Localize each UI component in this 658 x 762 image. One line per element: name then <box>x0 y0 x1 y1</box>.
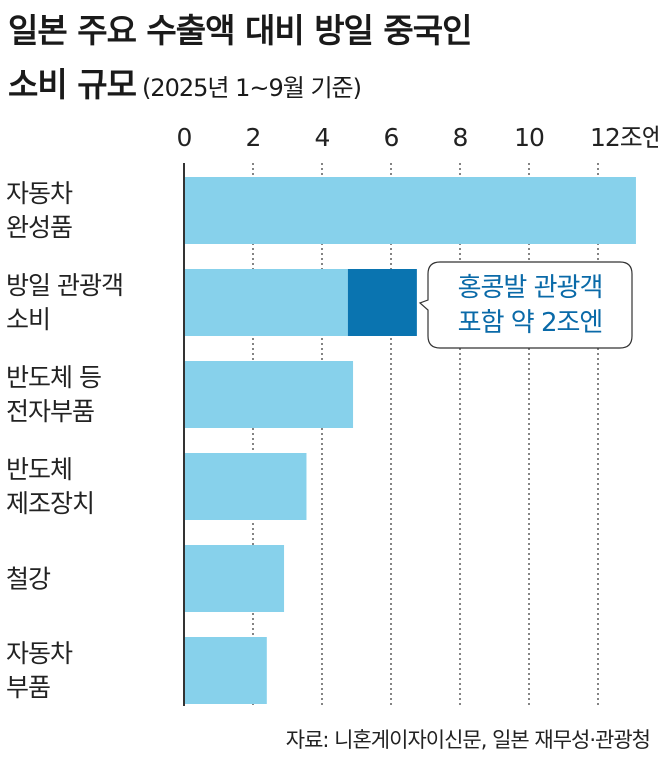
category-label: 방일 관광객 <box>6 271 123 300</box>
x-tick-label: 0 <box>177 123 192 152</box>
source-note: 자료: 니혼게이자이신문, 일본 재무성·관광청 <box>285 728 651 752</box>
chart-title-line1: 일본 주요 수출액 대비 방일 중국인 <box>8 11 472 50</box>
bar <box>184 637 267 704</box>
category-label: 제조장치 <box>6 489 94 518</box>
category-label: 반도체 <box>6 455 72 484</box>
category-label: 완성품 <box>6 213 72 242</box>
annotation-text: 홍콩발 관광객 <box>458 273 603 303</box>
category-label: 반도체 등 <box>6 363 101 392</box>
x-tick-label: 12조엔 <box>590 123 658 152</box>
category-label: 자동차 <box>6 179 73 208</box>
category-label: 철강 <box>6 565 51 594</box>
x-tick-label: 6 <box>384 123 399 152</box>
annotation-callout <box>418 261 633 349</box>
x-tick-label: 2 <box>246 123 261 152</box>
x-tick-label: 8 <box>453 123 468 152</box>
category-label: 부품 <box>6 673 50 702</box>
bar <box>184 453 307 520</box>
bar <box>184 545 285 612</box>
x-tick-label: 4 <box>315 123 330 152</box>
bar <box>184 177 636 244</box>
annotation-text: 포함 약 2조엔 <box>458 308 603 338</box>
x-tick-label: 10 <box>514 123 544 152</box>
bar <box>184 269 348 336</box>
category-label: 자동차 <box>6 639 73 668</box>
chart-title-line2: 소비 규모 (2025년 1~9월 기준) <box>8 58 362 106</box>
bar <box>184 361 354 428</box>
chart-title-text: 소비 규모 <box>8 65 137 104</box>
category-label: 소비 <box>6 305 50 334</box>
bar <box>347 269 417 336</box>
category-label: 전자부품 <box>6 397 94 426</box>
chart-subtitle: (2025년 1~9월 기준) <box>141 74 362 102</box>
